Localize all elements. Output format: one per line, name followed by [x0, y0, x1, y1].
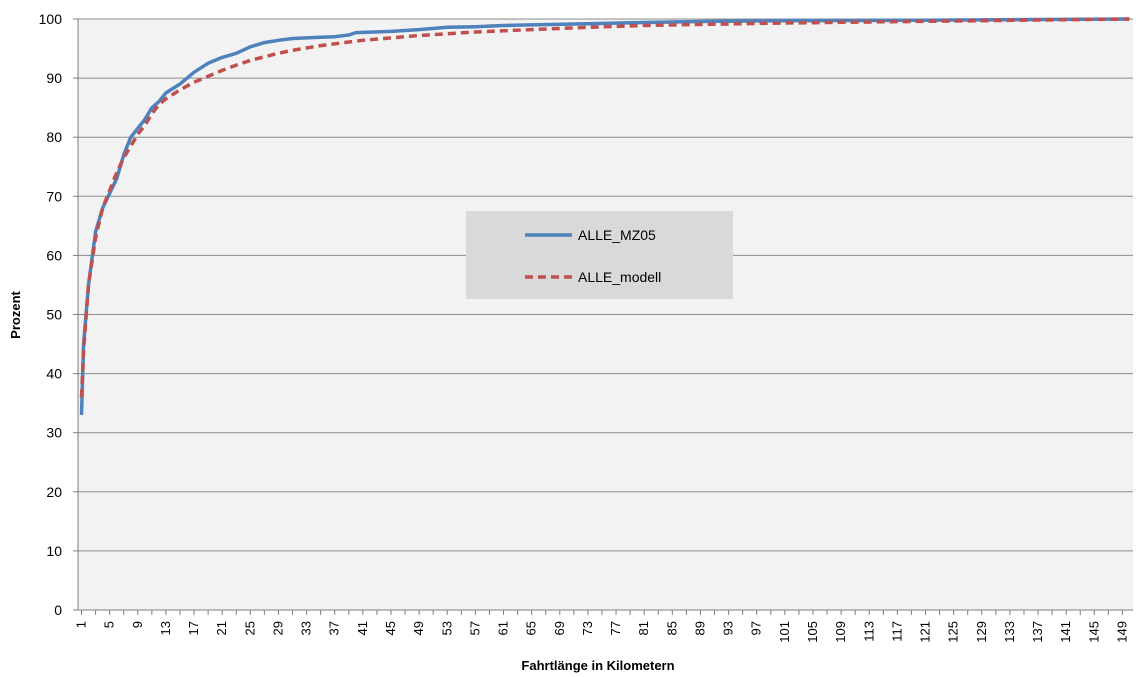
y-tick-label: 40 — [46, 366, 62, 382]
x-tick-label: 73 — [580, 621, 595, 635]
x-tick-label: 25 — [242, 621, 257, 635]
x-tick-label: 49 — [411, 621, 426, 635]
x-tick-label: 33 — [299, 621, 314, 635]
legend: ALLE_MZ05 ALLE_modell — [466, 211, 733, 299]
legend-label-alle-modell: ALLE_modell — [578, 269, 661, 285]
x-tick-label: 65 — [524, 621, 539, 635]
x-tick-label: 109 — [833, 621, 848, 643]
x-tick-label: 37 — [327, 621, 342, 635]
legend-label-alle-mz05: ALLE_MZ05 — [578, 227, 656, 243]
y-tick-label: 10 — [46, 543, 62, 559]
x-tick-label: 101 — [777, 621, 792, 643]
x-tick-label: 29 — [270, 621, 285, 635]
x-tick-label: 53 — [439, 621, 454, 635]
series-line-alle-modell — [79, 17, 1130, 398]
x-tick-label: 41 — [355, 621, 370, 635]
legend-box — [466, 211, 733, 299]
x-tick-label: 149 — [1114, 621, 1129, 643]
x-tick-label: 145 — [1086, 621, 1101, 643]
x-tick-label: 57 — [467, 621, 482, 635]
y-tick-label: 50 — [46, 307, 62, 323]
y-tick-label: 20 — [46, 484, 62, 500]
x-tick-label: 61 — [496, 621, 511, 635]
x-tick-label: 137 — [1030, 621, 1045, 643]
x-tick-label: 113 — [861, 621, 876, 642]
x-tick-label: 77 — [608, 621, 623, 635]
gridlines — [78, 18, 1133, 552]
y-tick-label: 100 — [39, 11, 63, 27]
y-tick-label: 70 — [46, 188, 62, 204]
x-tick-label: 105 — [805, 621, 820, 643]
y-axis-ticks: 0 10 20 30 40 50 60 70 80 90 100 — [39, 11, 78, 618]
x-tick-label: 117 — [889, 621, 904, 642]
y-tick-label: 0 — [54, 602, 62, 618]
x-tick-label: 1 — [74, 621, 89, 628]
x-tick-label: 97 — [749, 621, 764, 635]
x-tick-label: 81 — [636, 621, 651, 635]
y-tick-label: 30 — [46, 425, 62, 441]
x-tick-label: 69 — [552, 621, 567, 635]
x-tick-label: 93 — [721, 621, 736, 635]
x-axis-title: Fahrtlänge in Kilometern — [521, 658, 674, 673]
x-tick-label: 129 — [974, 621, 989, 643]
x-tick-label: 17 — [186, 621, 201, 635]
y-tick-label: 80 — [46, 129, 62, 145]
y-axis-title: Prozent — [8, 290, 23, 338]
x-tick-label: 125 — [946, 621, 961, 643]
y-tick-label: 60 — [46, 247, 62, 263]
x-tick-label: 45 — [383, 621, 398, 635]
x-tick-label: 85 — [664, 621, 679, 635]
x-tick-label: 21 — [214, 621, 229, 635]
x-tick-label: 9 — [130, 621, 145, 628]
x-tick-label: 141 — [1058, 621, 1073, 643]
y-tick-label: 90 — [46, 70, 62, 86]
x-tick-label: 5 — [102, 621, 117, 628]
x-tick-label: 89 — [692, 621, 707, 635]
x-tick-label: 13 — [158, 621, 173, 635]
x-tick-label: 133 — [1002, 621, 1017, 643]
x-tick-label: 121 — [918, 621, 933, 643]
x-axis-ticks: 1 5 9 13 17 21 25 29 33 37 41 45 49 53 57 61 65 69 73 77 81 8… — [74, 610, 1129, 643]
series-lines — [79, 17, 1130, 416]
